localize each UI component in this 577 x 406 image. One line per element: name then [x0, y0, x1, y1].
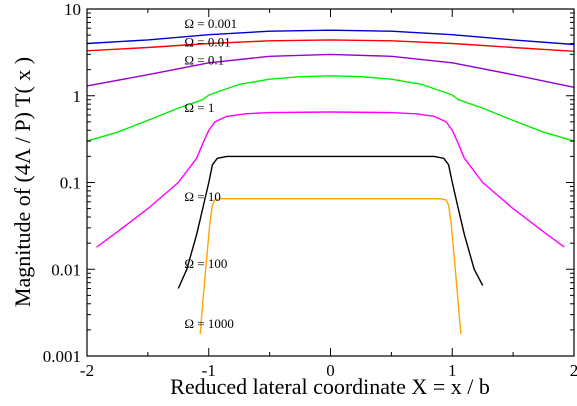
ticks-layer	[86, 8, 575, 357]
x-tick-label: -1	[202, 361, 216, 380]
y-tick-label: 10	[64, 0, 81, 19]
plot-frame	[86, 8, 575, 357]
y-tick-label: 0.01	[51, 260, 81, 279]
curve-label: Ω = 0.1	[184, 52, 224, 67]
x-tick-label: 2	[570, 361, 577, 380]
curve-label: Ω = 0.01	[184, 34, 230, 49]
y-tick-label: 1	[73, 87, 82, 106]
x-tick-label: 0	[326, 361, 335, 380]
curve-labels-layer: Ω = 0.001 Ω = 0.01 Ω = 0.1 Ω = 1 Ω = 10 Ω = 1…	[184, 16, 237, 331]
curve-label: Ω = 1	[184, 100, 214, 115]
series-line-omega-0.1	[86, 53, 575, 88]
series-line-omega-1	[86, 75, 575, 142]
y-axis-title: Magnitude of (4Λ / P) T( x )	[10, 57, 35, 307]
curve-label: Ω = 0.001	[184, 16, 237, 31]
tick-labels-layer: -2 -1 0 1 2 0.001 0.01 0.1 1 10	[43, 0, 577, 380]
curve-label: Ω = 100	[184, 256, 227, 271]
x-axis-title: Reduced lateral coordinate X = x / b	[170, 374, 490, 399]
series-line-omega-0.01	[86, 39, 575, 52]
curves-layer	[86, 29, 575, 334]
curve-label: Ω = 10	[184, 189, 221, 204]
series-line-omega-100	[177, 155, 484, 289]
y-tick-label: 0.1	[60, 174, 81, 193]
series-line-omega-10	[96, 111, 565, 248]
y-tick-label: 0.001	[43, 347, 81, 366]
x-tick-label: 1	[448, 361, 457, 380]
x-tick-label: -2	[80, 361, 94, 380]
series-line-omega-0.001	[86, 29, 575, 46]
series-line-omega-1000	[199, 198, 462, 334]
curve-label: Ω = 1000	[184, 316, 234, 331]
